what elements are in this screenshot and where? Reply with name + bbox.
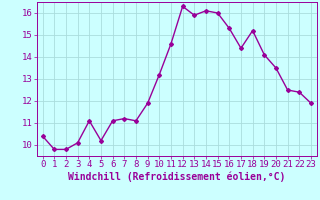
X-axis label: Windchill (Refroidissement éolien,°C): Windchill (Refroidissement éolien,°C) [68,172,285,182]
